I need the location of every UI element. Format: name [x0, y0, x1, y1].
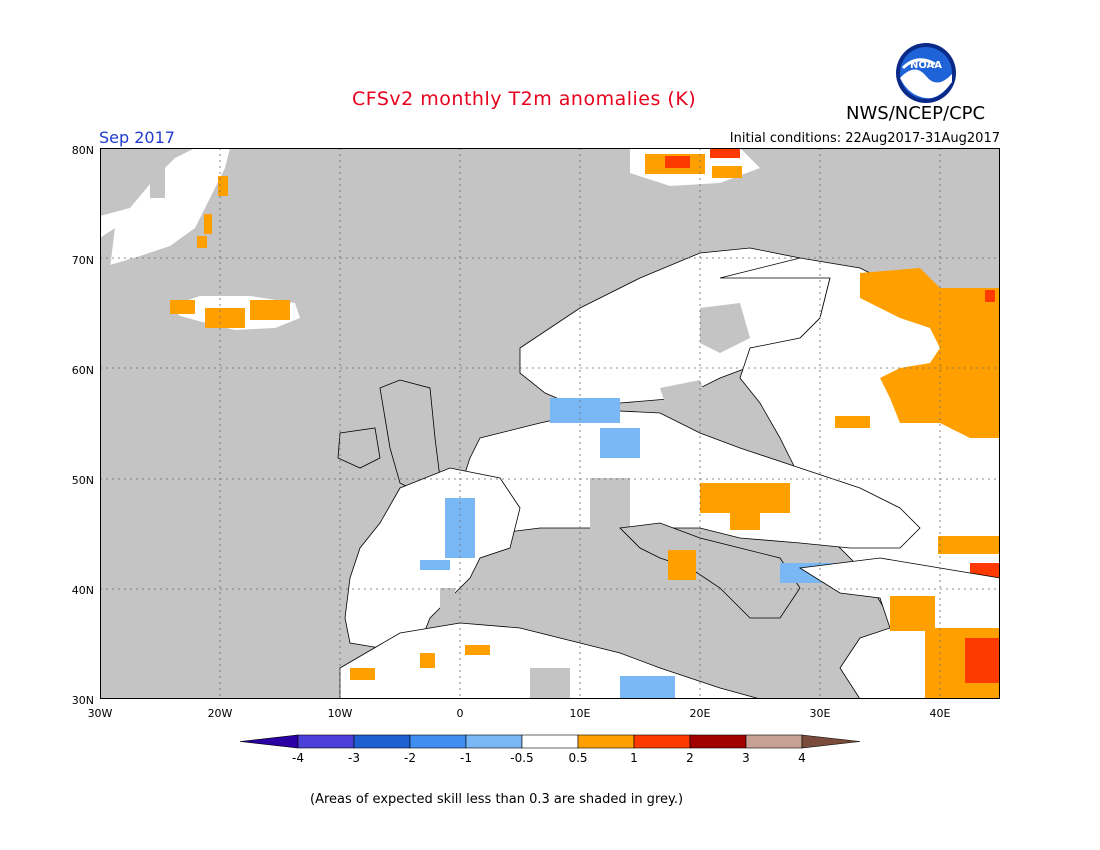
- lat-label: 80N: [72, 144, 94, 157]
- lat-label: 60N: [72, 364, 94, 377]
- iceland-landmass: [170, 296, 300, 330]
- lon-label: 40E: [930, 707, 951, 720]
- british-isles-landmass: [337, 379, 441, 494]
- turkey-mideast-landmass: [798, 557, 1000, 699]
- lat-label: 30N: [72, 694, 94, 707]
- lat-label: 50N: [72, 474, 94, 487]
- colorbar-tick-label: 1: [630, 751, 638, 765]
- graticule: [100, 148, 1000, 699]
- lat-label: 70N: [72, 254, 94, 267]
- colorbar-tick-label: -1: [460, 751, 472, 765]
- colorbar-high-arrow: [801, 734, 861, 749]
- map-title: CFSv2 monthly T2m anomalies (K): [352, 88, 697, 110]
- initial-conditions: Initial conditions: 22Aug2017-31Aug2017: [729, 131, 1000, 146]
- noaa-logo: NOAA: [895, 42, 957, 104]
- colorbar-bin: [409, 734, 467, 749]
- lon-label: 30E: [810, 707, 831, 720]
- colorbar-tick-label: 4: [798, 751, 806, 765]
- north-africa-landmass: [339, 622, 761, 699]
- lon-label: 10E: [570, 707, 591, 720]
- skill-footnote: (Areas of expected skill less than 0.3 a…: [310, 792, 684, 807]
- colorbar-tick-label: 3: [742, 751, 750, 765]
- lon-label: 10W: [328, 707, 353, 720]
- colorbar-bin: [465, 734, 523, 749]
- colorbar-bin: [353, 734, 411, 749]
- lon-label: 20E: [690, 707, 711, 720]
- lat-label: 40N: [72, 584, 94, 597]
- colorbar-legend: -4 -3 -2 -1 -0.5 0.5 1 2 3 4: [240, 734, 861, 765]
- logo-text: NOAA: [910, 60, 942, 71]
- colorbar-bin: [521, 734, 579, 749]
- agency-label: NWS/NCEP/CPC: [846, 103, 986, 124]
- greenland-landmass: [100, 148, 230, 278]
- lon-label: 30W: [88, 707, 113, 720]
- colorbar-low-arrow: [240, 734, 299, 749]
- forecast-month: Sep 2017: [99, 128, 175, 147]
- colorbar-bin: [577, 734, 635, 749]
- svalbard-landmass: [630, 148, 760, 186]
- longitude-axis: 30W 20W 10W 0 10E 20E 30E 40E: [88, 707, 951, 720]
- colorbar-tick-label: 0.5: [568, 751, 587, 765]
- lon-label: 0: [457, 707, 464, 720]
- lon-label: 20W: [208, 707, 233, 720]
- colorbar-bin: [633, 734, 691, 749]
- colorbar-bin: [689, 734, 747, 749]
- colorbar-bin: [297, 734, 355, 749]
- colorbar-bin: [745, 734, 803, 749]
- colorbar-tick-label: 2: [686, 751, 694, 765]
- colorbar-tick-label: -0.5: [510, 751, 533, 765]
- latitude-axis: 80N 70N 60N 50N 40N 30N: [72, 144, 94, 707]
- colorbar-tick-label: -4: [292, 751, 304, 765]
- colorbar-tick-label: -3: [348, 751, 360, 765]
- anomaly-map: [100, 148, 1000, 699]
- scandinavia-landmass: [519, 247, 831, 418]
- colorbar-tick-label: -2: [404, 751, 416, 765]
